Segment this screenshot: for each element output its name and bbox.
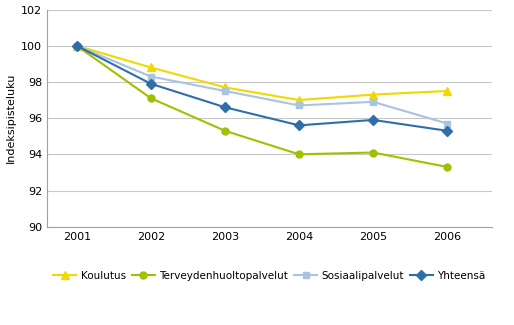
Sosiaalipalvelut (222, 89, 228, 93)
Terveydenhuoltopalvelut (296, 152, 302, 156)
Koulutus (444, 89, 450, 93)
Terveydenhuoltopalvelut (148, 96, 154, 100)
Yhteensä (148, 82, 154, 86)
Sosiaalipalvelut (74, 44, 80, 48)
Koulutus (370, 93, 376, 97)
Sosiaalipalvelut (444, 122, 450, 125)
Line: Koulutus: Koulutus (72, 42, 451, 104)
Yhteensä (296, 124, 302, 127)
Terveydenhuoltopalvelut (444, 165, 450, 169)
Yhteensä (74, 44, 80, 48)
Koulutus (74, 44, 80, 48)
Yhteensä (370, 118, 376, 122)
Legend: Koulutus, Terveydenhuoltopalvelut, Sosiaalipalvelut, Yhteensä: Koulutus, Terveydenhuoltopalvelut, Sosia… (53, 271, 485, 281)
Line: Yhteensä: Yhteensä (74, 42, 451, 134)
Koulutus (148, 66, 154, 70)
Koulutus (222, 85, 228, 89)
Terveydenhuoltopalvelut (74, 44, 80, 48)
Sosiaalipalvelut (148, 74, 154, 78)
Terveydenhuoltopalvelut (370, 150, 376, 154)
Yhteensä (444, 129, 450, 133)
Yhteensä (222, 105, 228, 109)
Y-axis label: Indeksipisteluku: Indeksipisteluku (6, 73, 15, 163)
Sosiaalipalvelut (370, 100, 376, 104)
Koulutus (296, 98, 302, 102)
Line: Sosiaalipalvelut: Sosiaalipalvelut (74, 42, 451, 127)
Line: Terveydenhuoltopalvelut: Terveydenhuoltopalvelut (74, 42, 451, 170)
Sosiaalipalvelut (296, 103, 302, 107)
Terveydenhuoltopalvelut (222, 129, 228, 133)
